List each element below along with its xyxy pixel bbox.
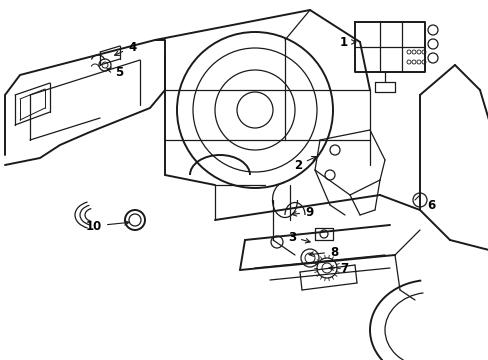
- Text: 10: 10: [85, 220, 129, 233]
- Text: 5: 5: [107, 66, 123, 78]
- Text: 4: 4: [114, 41, 136, 55]
- Text: 9: 9: [291, 206, 313, 219]
- Text: 1: 1: [339, 36, 355, 49]
- Text: 3: 3: [287, 230, 309, 243]
- Text: 6: 6: [426, 198, 434, 212]
- Text: 7: 7: [328, 261, 347, 274]
- Text: 2: 2: [293, 157, 316, 171]
- Text: 8: 8: [308, 246, 338, 258]
